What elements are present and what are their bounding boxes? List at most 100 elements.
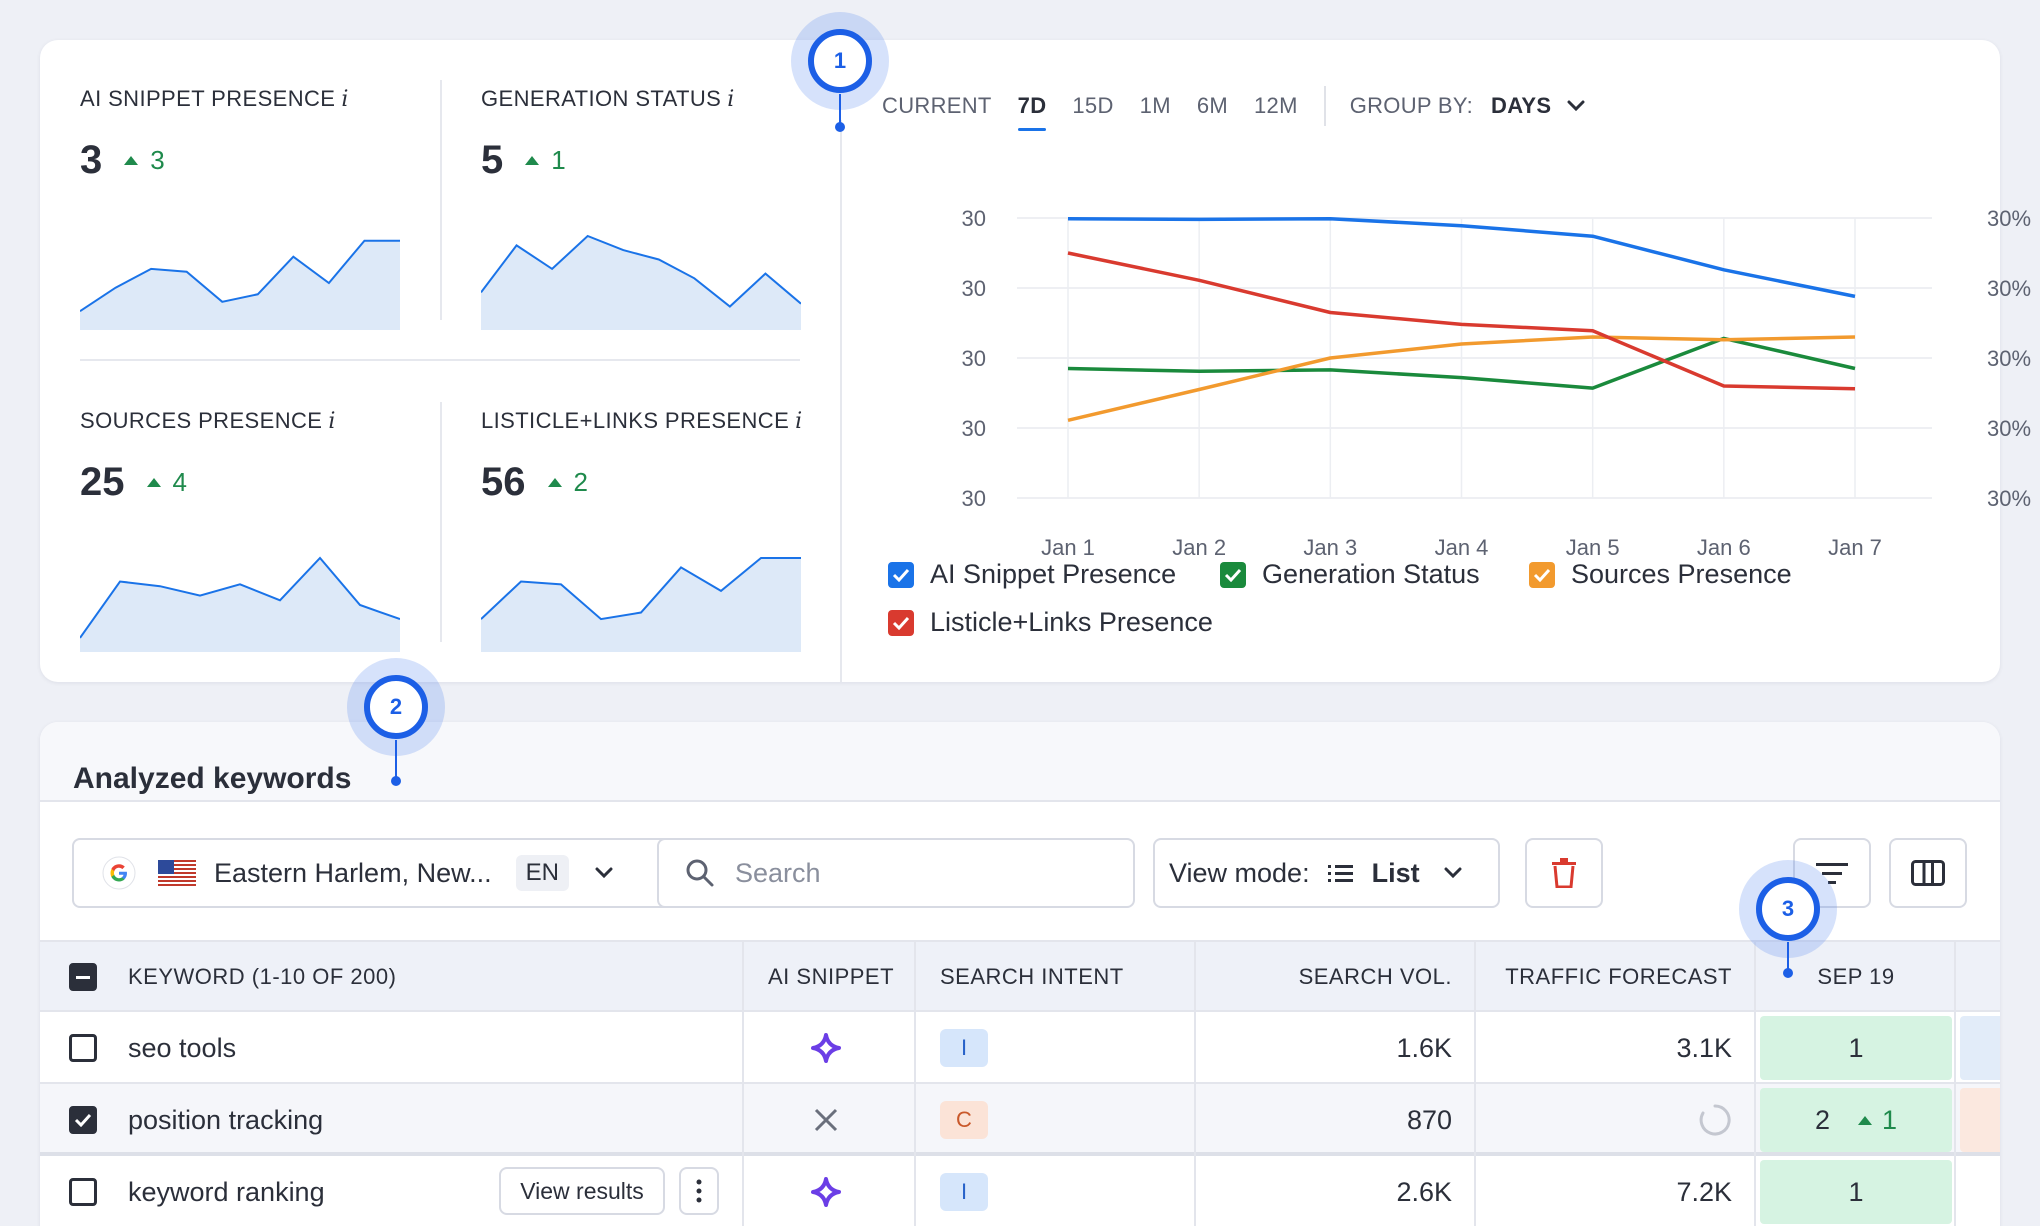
keyword-text[interactable]: seo tools bbox=[128, 1032, 237, 1063]
info-icon[interactable]: i bbox=[727, 87, 735, 112]
view-mode-select[interactable]: View mode: List bbox=[1153, 838, 1500, 908]
close-icon bbox=[814, 1108, 838, 1132]
tab-current[interactable]: CURRENT bbox=[882, 93, 992, 118]
tab-7d[interactable]: 7D bbox=[1017, 93, 1047, 131]
series-line-listicle-links-presence bbox=[1067, 251, 1856, 391]
sparkline-listicle-links bbox=[481, 557, 801, 652]
metric-value: 5 bbox=[481, 138, 504, 182]
search-volume: 1.6K bbox=[1396, 1032, 1452, 1063]
tab-6m[interactable]: 6M bbox=[1196, 93, 1228, 118]
sparkline-area bbox=[481, 558, 801, 652]
divider bbox=[80, 359, 800, 361]
legend-generation-status[interactable]: Generation Status bbox=[1220, 559, 1480, 590]
columns-button[interactable] bbox=[1889, 838, 1967, 908]
position-cell[interactable]: 1 bbox=[1760, 1160, 1952, 1224]
search-input[interactable]: Search bbox=[657, 838, 1135, 908]
sparkline-sources-presence bbox=[80, 556, 400, 652]
intent-cell: I bbox=[940, 1156, 988, 1226]
table-row[interactable]: seo tools I 1.6K 3.1K 1 bbox=[40, 1012, 2000, 1084]
metric-label: GENERATION STATUS bbox=[481, 86, 722, 111]
columns-icon bbox=[1911, 860, 1945, 886]
y-tick-right: 30% bbox=[1987, 486, 2031, 511]
row-checkbox[interactable] bbox=[69, 1012, 97, 1084]
trash-icon bbox=[1552, 858, 1576, 888]
x-tick-label: Jan 5 bbox=[1566, 535, 1620, 560]
arrow-up-icon bbox=[146, 478, 161, 487]
info-icon[interactable]: i bbox=[328, 409, 336, 434]
traffic-forecast: 7.2K bbox=[1676, 1176, 1732, 1207]
col-ai-snippet[interactable]: AI SNIPPET bbox=[768, 964, 895, 989]
series-line-ai-snippet-presence bbox=[1067, 216, 1856, 299]
table-row[interactable]: keyword ranking View results I 2.6K 7.2K… bbox=[40, 1156, 2000, 1226]
row-checkbox[interactable] bbox=[69, 1156, 97, 1226]
keyword-text[interactable]: position tracking bbox=[128, 1104, 324, 1135]
checkbox-icon bbox=[888, 561, 914, 588]
metric-label: LISTICLE+LINKS PRESENCE bbox=[481, 408, 790, 433]
keyword-text[interactable]: keyword ranking bbox=[128, 1176, 325, 1207]
divider bbox=[440, 402, 442, 642]
metric-value: 3 bbox=[80, 138, 103, 182]
y-tick-left: 30 bbox=[962, 206, 986, 231]
divider bbox=[840, 120, 842, 682]
delete-button[interactable] bbox=[1525, 838, 1603, 908]
select-all-checkbox[interactable] bbox=[69, 942, 97, 1012]
x-tick-label: Jan 4 bbox=[1435, 535, 1489, 560]
position-cell[interactable]: 1 bbox=[1760, 1016, 1952, 1080]
col-search-intent[interactable]: SEARCH INTENT bbox=[940, 964, 1124, 989]
position-delta: 1 bbox=[1858, 1105, 1897, 1136]
traffic-forecast bbox=[1500, 1084, 1732, 1156]
table-header: KEYWORD (1-10 OF 200) AI SNIPPET SEARCH … bbox=[40, 940, 2000, 1012]
divider bbox=[1954, 940, 1956, 1226]
view-results-button[interactable]: View results bbox=[499, 1167, 665, 1215]
col-date[interactable]: SEP 19 bbox=[1817, 964, 1895, 989]
metric-delta: 4 bbox=[146, 467, 187, 498]
sparkline-line bbox=[80, 556, 400, 639]
more-button[interactable] bbox=[679, 1167, 719, 1215]
legend-ai-snippet-presence[interactable]: AI Snippet Presence bbox=[888, 559, 1176, 590]
legend-sources-presence[interactable]: Sources Presence bbox=[1529, 559, 1792, 590]
view-mode-label: View mode: bbox=[1169, 857, 1310, 888]
location-select[interactable]: Eastern Harlem, New... EN bbox=[72, 838, 680, 908]
divider bbox=[1194, 940, 1196, 1226]
metric-label: AI SNIPPET PRESENCE bbox=[80, 86, 336, 111]
location-value: Eastern Harlem, New... bbox=[214, 857, 492, 888]
y-tick-right: 30% bbox=[1987, 346, 2031, 371]
sparkle-icon bbox=[811, 1177, 841, 1207]
sparkline-line bbox=[481, 557, 801, 621]
intent-badge: I bbox=[940, 1173, 988, 1211]
checkbox-icon bbox=[69, 1034, 97, 1062]
keywords-card: Analyzed keywords Eastern Harlem, New...… bbox=[40, 722, 2000, 1226]
legend-listicle-links-presence[interactable]: Listicle+Links Presence bbox=[888, 607, 1213, 638]
google-icon bbox=[102, 856, 136, 890]
tab-12m[interactable]: 12M bbox=[1254, 93, 1298, 118]
info-icon[interactable]: i bbox=[341, 87, 349, 112]
row-checkbox[interactable] bbox=[69, 1084, 97, 1156]
tab-1m[interactable]: 1M bbox=[1139, 93, 1171, 118]
col-keyword[interactable]: KEYWORD (1-10 OF 200) bbox=[128, 964, 397, 989]
sparkline-generation-status bbox=[481, 234, 801, 330]
position-cell bbox=[1960, 1016, 2000, 1080]
y-tick-left: 30 bbox=[962, 416, 986, 441]
divider bbox=[440, 80, 442, 320]
divider bbox=[1323, 86, 1326, 126]
checkbox-icon bbox=[1220, 561, 1246, 588]
group-by-label: GROUP BY: bbox=[1349, 93, 1474, 118]
metric-listicle-links-presence: LISTICLE+LINKS PRESENCE i 56 2 bbox=[481, 408, 803, 652]
group-by-dropdown[interactable]: DAYS bbox=[1491, 93, 1585, 119]
sparkle-icon bbox=[811, 1033, 841, 1063]
sparkline-area bbox=[80, 240, 400, 330]
tab-15d[interactable]: 15D bbox=[1072, 93, 1114, 118]
intent-badge: C bbox=[940, 1101, 988, 1139]
x-tick-label: Jan 7 bbox=[1828, 535, 1882, 560]
y-tick-left: 30 bbox=[962, 486, 986, 511]
spinner-icon bbox=[1699, 1104, 1731, 1136]
col-traffic-forecast[interactable]: TRAFFIC FORECAST bbox=[1505, 964, 1732, 989]
info-icon[interactable]: i bbox=[795, 409, 803, 434]
col-search-volume[interactable]: SEARCH VOL. bbox=[1298, 964, 1452, 989]
ai-snippet-cell bbox=[810, 1156, 842, 1226]
